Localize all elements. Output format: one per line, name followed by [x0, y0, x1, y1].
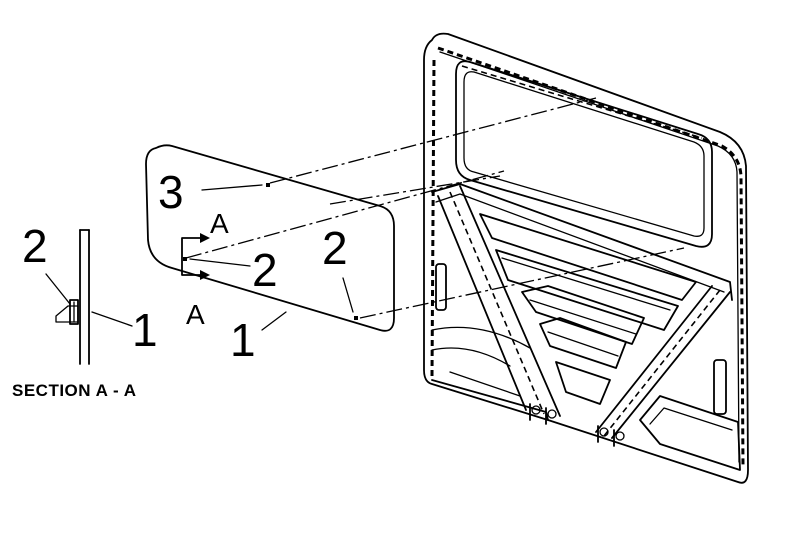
section-cut-marks: A A: [181, 208, 229, 330]
tape-dot-upper: [266, 183, 270, 187]
section-callout-tape: 2: [22, 220, 48, 272]
tape-dot-corner: [354, 316, 358, 320]
callout-panel: 1: [230, 314, 256, 366]
section-mark-a-bottom: A: [186, 299, 205, 330]
lower-inner-panel: [431, 183, 741, 471]
section-caption: SECTION A - A: [12, 381, 137, 400]
callout-tape-corner: 2: [322, 222, 348, 274]
cab-back-wall: [423, 32, 749, 484]
rear-window-opening: [455, 60, 713, 248]
section-callout-panel: 1: [132, 304, 158, 356]
callout-tape-main: 2: [252, 244, 278, 296]
section-mark-a-top: A: [210, 208, 229, 239]
tape-dot-left: [183, 257, 187, 261]
glass-panel: [145, 144, 395, 332]
section-a-a-detail: 2 1 SECTION A - A: [12, 220, 158, 400]
assembly-lines: [185, 97, 685, 319]
callout-glass: 3: [158, 166, 184, 218]
callouts: 3 2 2 1: [158, 166, 354, 366]
